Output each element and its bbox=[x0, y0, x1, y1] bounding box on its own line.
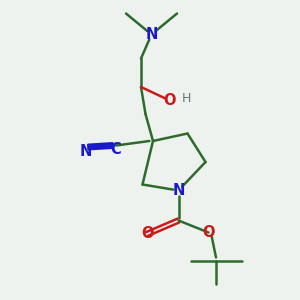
Text: N: N bbox=[79, 144, 92, 159]
Text: O: O bbox=[163, 93, 176, 108]
Text: N: N bbox=[145, 27, 158, 42]
Text: O: O bbox=[141, 226, 153, 242]
Text: C: C bbox=[110, 142, 121, 158]
Text: N: N bbox=[172, 183, 185, 198]
Text: H: H bbox=[181, 92, 191, 106]
Text: O: O bbox=[202, 225, 215, 240]
